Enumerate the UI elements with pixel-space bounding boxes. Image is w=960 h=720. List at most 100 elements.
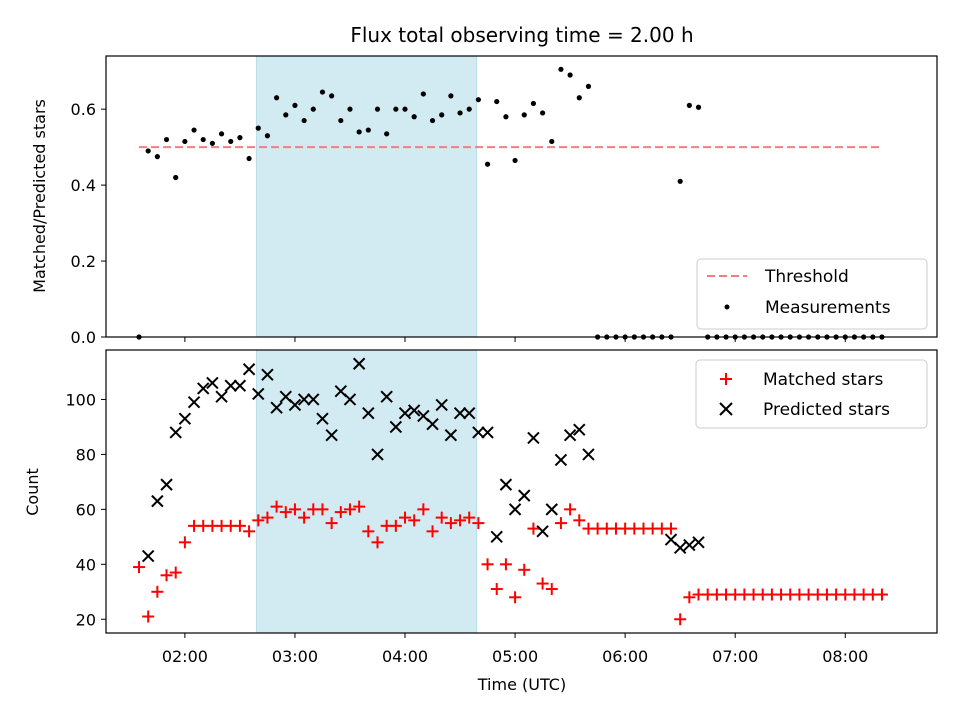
bottom-y-tick-label: 80 xyxy=(76,445,96,464)
matched-star-point xyxy=(417,503,430,516)
matched-star-point xyxy=(545,583,558,596)
bottom-x-tick-label: 04:00 xyxy=(382,647,428,666)
measurement-point xyxy=(283,112,289,118)
matched-star-point xyxy=(353,500,366,513)
legend-threshold-label: Threshold xyxy=(764,267,849,287)
predicted-star-point xyxy=(508,503,522,516)
legend-matched-swatch xyxy=(720,373,732,385)
matched-star-point xyxy=(481,558,494,571)
matched-star-point xyxy=(527,522,540,535)
matched-star-point xyxy=(142,610,155,623)
matched-star-point xyxy=(564,503,577,516)
measurement-point xyxy=(310,106,316,112)
measurement-point xyxy=(319,89,326,95)
top-y-tick-label: 0.6 xyxy=(71,100,96,119)
matched-star-point xyxy=(554,517,567,530)
bottom-plot-frame xyxy=(105,349,938,634)
predicted-star-point xyxy=(380,390,393,403)
predicted-star-point xyxy=(297,393,311,406)
top-plot-frame xyxy=(105,55,938,338)
measurement-point xyxy=(695,104,702,110)
matched-star-point xyxy=(169,566,182,579)
measurement-point xyxy=(384,131,390,137)
measurement-point xyxy=(154,154,160,160)
measurement-point xyxy=(191,127,197,133)
legend-measurements-label: Measurements xyxy=(765,298,891,318)
predicted-star-point xyxy=(673,541,687,555)
matched-star-point xyxy=(435,511,448,524)
matched-star-point xyxy=(270,500,283,513)
predicted-star-point xyxy=(481,426,494,439)
predicted-star-point xyxy=(518,489,531,502)
predicted-star-point xyxy=(527,431,540,445)
measurement-point xyxy=(549,138,555,145)
matched-star-point xyxy=(288,503,301,516)
matched-star-point xyxy=(389,519,402,532)
matched-stars-points xyxy=(133,500,888,626)
predicted-star-point xyxy=(444,428,458,442)
legend-predicted-swatch xyxy=(719,402,733,416)
predicted-star-point xyxy=(224,379,237,392)
measurement-point xyxy=(200,136,206,143)
matched-star-point xyxy=(665,522,678,535)
matched-star-point xyxy=(334,506,347,519)
matched-star-point xyxy=(875,588,888,601)
measurement-point xyxy=(576,95,582,101)
legend-matched-label: Matched stars xyxy=(763,370,883,390)
measurement-point xyxy=(173,174,179,181)
measurement-point xyxy=(585,83,592,89)
top-shaded-span xyxy=(255,55,478,338)
matched-star-point xyxy=(399,511,412,524)
measurement-point xyxy=(228,138,234,145)
bottom-x-tick-label: 03:00 xyxy=(272,647,318,666)
predicted-star-point xyxy=(389,420,403,434)
matched-star-point xyxy=(343,503,356,516)
predicted-star-point xyxy=(545,503,558,516)
measurement-point xyxy=(301,117,307,124)
matched-star-point xyxy=(178,536,191,549)
predicted-star-point xyxy=(490,530,503,544)
measurement-point xyxy=(677,178,683,184)
measurement-point xyxy=(182,138,188,145)
measurement-point xyxy=(411,114,417,120)
matched-star-point xyxy=(509,591,522,604)
measurement-point xyxy=(484,161,491,167)
matched-star-point xyxy=(261,511,274,524)
matched-star-point xyxy=(518,563,531,576)
matched-star-point xyxy=(674,613,687,626)
bottom-x-tick-label: 05:00 xyxy=(492,647,538,666)
predicted-star-point xyxy=(563,428,577,442)
predicted-star-point xyxy=(683,538,696,552)
predicted-star-point xyxy=(151,494,164,508)
matched-star-point xyxy=(683,591,696,604)
predicted-star-point xyxy=(398,406,412,420)
measurement-point xyxy=(448,93,454,99)
matched-star-point xyxy=(536,577,549,590)
predicted-star-point xyxy=(573,423,586,436)
measurement-point xyxy=(457,110,463,116)
matched-star-point xyxy=(252,514,265,527)
predicted-star-point xyxy=(453,406,467,420)
bottom-y-tick-label: 20 xyxy=(76,610,96,629)
measurement-point xyxy=(503,114,509,120)
matched-star-point xyxy=(463,511,476,524)
matched-star-point xyxy=(233,519,246,532)
predicted-star-point xyxy=(472,426,485,439)
predicted-star-point xyxy=(426,417,439,431)
matched-star-point xyxy=(243,525,256,538)
matched-star-point xyxy=(298,511,311,524)
top-legend-box xyxy=(696,258,928,330)
predicted-star-point xyxy=(307,393,320,406)
measurement-point xyxy=(393,106,399,112)
measurement-point xyxy=(521,112,527,118)
measurement-point xyxy=(512,157,518,164)
bottom-x-tick-label: 07:00 xyxy=(712,647,758,666)
measurement-point xyxy=(686,102,692,108)
measurement-point xyxy=(274,95,280,101)
measurement-point xyxy=(420,91,426,97)
measurement-point xyxy=(567,72,573,78)
matched-star-point xyxy=(362,525,375,538)
predicted-star-point xyxy=(371,448,384,461)
predicted-star-point xyxy=(206,376,219,390)
